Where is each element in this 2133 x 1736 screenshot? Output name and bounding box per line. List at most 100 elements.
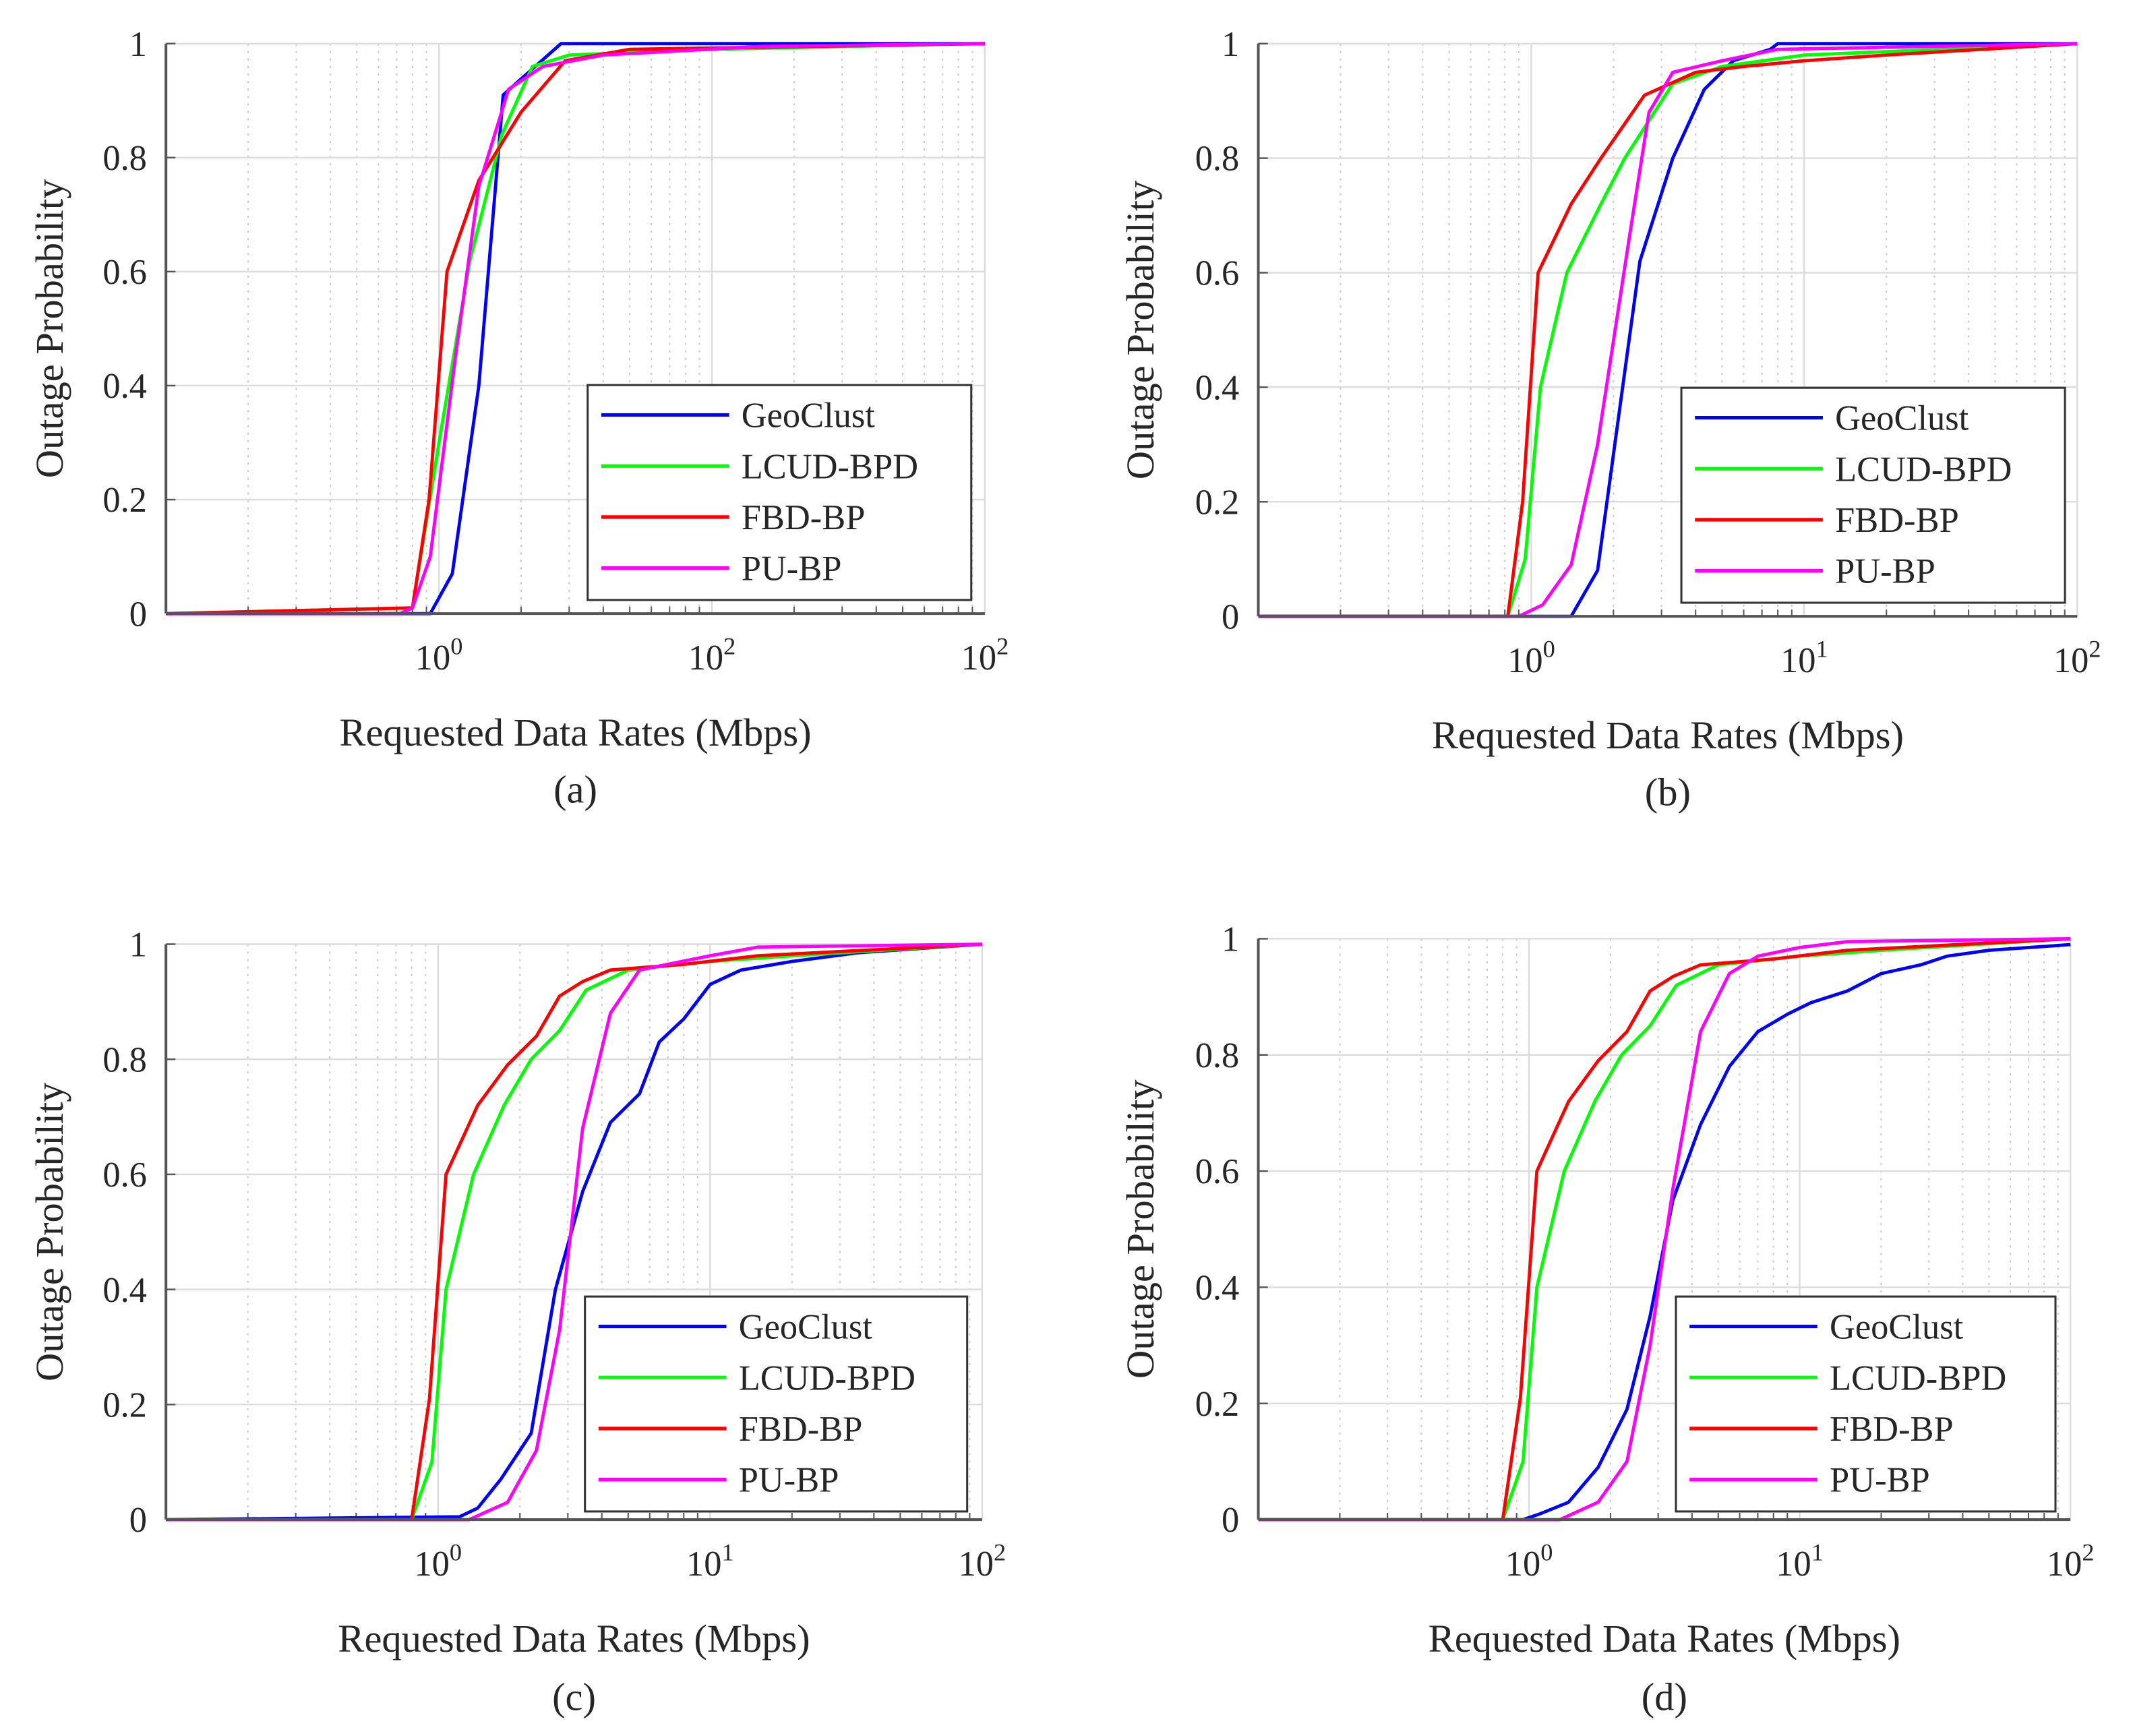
legend-label: FBD-BP — [1835, 501, 1959, 540]
y-axis-label: Outage Probability — [28, 179, 71, 478]
legend: GeoClust LCUD-BPD FBD-BP PU-BP — [587, 384, 973, 601]
y-tick-label: 0.4 — [102, 1271, 147, 1310]
y-tick-label: 0.6 — [102, 1156, 147, 1195]
series-line-pu-bp — [1258, 42, 2078, 618]
legend-label: FBD-BP — [742, 498, 866, 537]
x-tick-label-exponent: 0 — [450, 1539, 462, 1566]
series-line-fbd-bp — [166, 942, 983, 1522]
y-tick-label: 0.6 — [1195, 1152, 1240, 1191]
y-tick-label: 0 — [1222, 597, 1239, 636]
y-axis-label: Outage Probability — [1118, 1079, 1162, 1379]
series-line-pu-bp — [166, 42, 985, 616]
y-tick-label: 0.8 — [102, 1040, 147, 1079]
legend-label: PU-BP — [739, 1461, 839, 1500]
x-tick-label: 102 — [961, 633, 1009, 678]
legend-label: GeoClust — [739, 1308, 873, 1347]
series-line-lcud-bpd — [1258, 42, 2078, 618]
x-axis-label: Requested Data Rates (Mbps) — [1429, 1617, 1900, 1660]
legend-label: PU-BP — [1835, 552, 1935, 591]
legend-label: LCUD-BPD — [1835, 450, 2012, 489]
legend-box — [587, 384, 973, 601]
legend: GeoClust LCUD-BPD FBD-BP PU-BP — [1675, 1295, 2057, 1513]
legend-label: PU-BP — [1830, 1461, 1930, 1500]
x-tick-label-base: 10 — [686, 1545, 721, 1584]
legend-label: FBD-BP — [739, 1410, 863, 1449]
y-tick-label: 0.2 — [102, 1386, 147, 1425]
series-line-fbd-bp — [166, 42, 985, 616]
panel-caption: (a) — [553, 768, 597, 812]
panel-caption: (d) — [1642, 1675, 1687, 1719]
y-tick-label: 0.6 — [1195, 254, 1240, 293]
x-tick-label-exponent: 0 — [1543, 636, 1555, 663]
series-line-geoclust — [1258, 42, 2078, 618]
x-tick-label-base: 10 — [961, 638, 996, 678]
x-tick-label-base: 10 — [1780, 641, 1815, 680]
y-tick-label: 1 — [1222, 920, 1239, 959]
x-tick-label-exponent: 0 — [450, 633, 462, 660]
x-tick-label-exponent: 1 — [1815, 636, 1828, 663]
x-tick-label: 100 — [415, 633, 463, 678]
y-tick-label: 0 — [129, 595, 147, 634]
legend-label: PU-BP — [742, 549, 842, 589]
x-tick-label: 102 — [2047, 1539, 2095, 1584]
legend-label: GeoClust — [1830, 1308, 1964, 1347]
x-tick-label-base: 10 — [414, 1545, 449, 1584]
x-tick-label: 102 — [2053, 636, 2101, 680]
x-tick-label-base: 10 — [1505, 1545, 1540, 1584]
y-tick-label: 0.4 — [1195, 369, 1240, 408]
series-line-geoclust — [166, 942, 983, 1522]
x-tick-label: 100 — [1505, 1539, 1553, 1584]
x-axis-label: Requested Data Rates (Mbps) — [338, 1617, 810, 1660]
legend-box — [584, 1295, 969, 1513]
legend-box — [1680, 386, 2066, 604]
x-tick-label-exponent: 2 — [996, 633, 1009, 660]
legend-label: LCUD-BPD — [1830, 1358, 2006, 1398]
y-tick-label: 1 — [1222, 25, 1239, 64]
y-tick-label: 0.2 — [1195, 1385, 1240, 1424]
legend-box — [1675, 1295, 2057, 1513]
x-tick-label-base: 10 — [688, 638, 723, 678]
series-line-fbd-bp — [1258, 42, 2078, 618]
x-tick-label-exponent: 1 — [721, 1539, 733, 1566]
panel-caption: (c) — [552, 1675, 596, 1719]
y-tick-label: 0 — [129, 1501, 147, 1540]
x-tick-label: 101 — [1780, 636, 1828, 680]
x-axis-label: Requested Data Rates (Mbps) — [339, 711, 811, 754]
x-tick-label-base: 10 — [2047, 1545, 2082, 1584]
y-tick-label: 1 — [129, 25, 147, 64]
y-tick-label: 0.8 — [1195, 140, 1240, 179]
legend-label: GeoClust — [742, 396, 876, 436]
x-tick-label: 102 — [688, 633, 736, 678]
x-tick-label-exponent: 2 — [2089, 636, 2101, 663]
x-axis-label: Requested Data Rates (Mbps) — [1432, 713, 1904, 757]
legend: GeoClust LCUD-BPD FBD-BP PU-BP — [584, 1295, 969, 1513]
y-axis-label: Outage Probability — [1118, 180, 1162, 479]
y-axis-label: Outage Probability — [28, 1082, 71, 1381]
series-line-geoclust — [1258, 942, 2071, 1522]
legend: GeoClust LCUD-BPD FBD-BP PU-BP — [1680, 386, 2066, 604]
y-tick-label: 0 — [1222, 1501, 1239, 1540]
x-tick-label: 101 — [1776, 1539, 1824, 1584]
x-tick-label-exponent: 1 — [1811, 1539, 1824, 1566]
y-tick-label: 0.8 — [1195, 1036, 1240, 1075]
x-tick-label-exponent: 2 — [2082, 1539, 2094, 1566]
series-line-pu-bp — [166, 942, 982, 1522]
y-tick-label: 0.2 — [102, 481, 147, 520]
y-tick-label: 0.4 — [1195, 1269, 1240, 1308]
panel-caption: (b) — [1645, 771, 1691, 814]
y-tick-label: 0.4 — [102, 367, 147, 406]
series-line-pu-bp — [1258, 937, 2071, 1522]
legend-label: LCUD-BPD — [739, 1358, 915, 1398]
x-tick-label-base: 10 — [959, 1545, 994, 1584]
x-tick-label-exponent: 0 — [1540, 1539, 1553, 1566]
x-tick-label-exponent: 2 — [994, 1539, 1006, 1566]
y-tick-label: 1 — [129, 926, 147, 965]
x-tick-label-base: 10 — [415, 638, 450, 678]
x-tick-label: 102 — [959, 1539, 1007, 1584]
x-tick-label-base: 10 — [1507, 641, 1542, 680]
y-tick-label: 0.8 — [102, 139, 147, 178]
x-tick-label-base: 10 — [2053, 641, 2089, 680]
